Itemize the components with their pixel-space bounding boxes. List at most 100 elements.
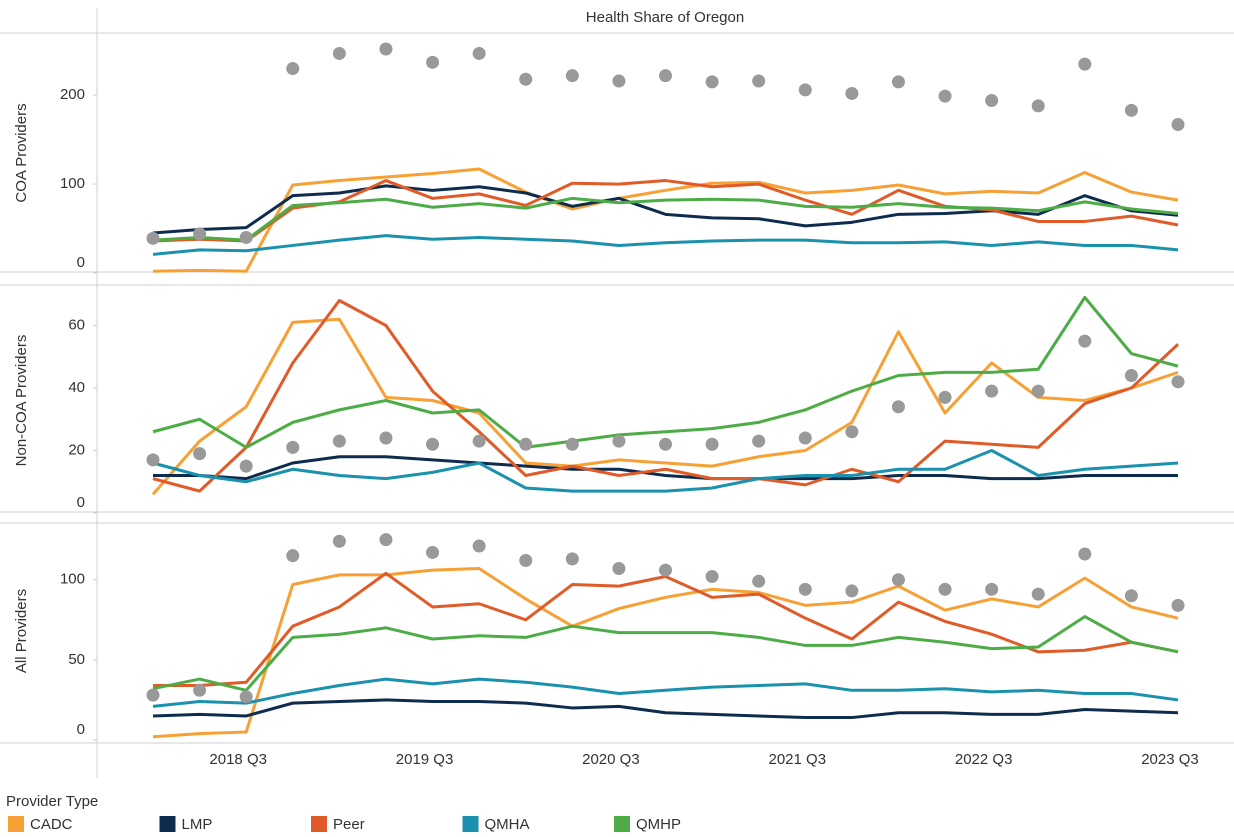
series-line: [153, 571, 1179, 687]
series-line: [152, 196, 1179, 242]
marker-dot: [332, 46, 346, 60]
marker-dot: [286, 440, 300, 454]
series-line: [152, 184, 1179, 235]
marker-dot: [938, 390, 952, 404]
marker-dot: [1124, 103, 1138, 117]
x-tick-label: 2020 Q3: [582, 751, 640, 768]
series-line: [152, 615, 1179, 692]
marker-dot: [519, 72, 533, 86]
marker-dot: [1078, 547, 1092, 561]
legend-label: QMHP: [636, 816, 681, 833]
marker-dot: [798, 83, 812, 97]
marker-dot: [146, 688, 160, 702]
marker-dot: [752, 74, 766, 88]
marker-dot: [1031, 384, 1045, 398]
marker-dot: [379, 42, 393, 56]
legend-title: Provider Type: [6, 793, 98, 810]
legend-swatch: [311, 816, 327, 832]
marker-dot: [798, 431, 812, 445]
legend-label: QMHA: [485, 816, 530, 833]
marker-dot: [891, 400, 905, 414]
marker-dot: [332, 434, 346, 448]
y-tick-label: 0: [77, 254, 85, 271]
marker-dot: [612, 561, 626, 575]
marker-dot: [1171, 118, 1185, 132]
marker-dot: [985, 582, 999, 596]
marker-dot: [1171, 375, 1185, 389]
marker-dot: [239, 230, 253, 244]
marker-dot: [1124, 589, 1138, 603]
y-tick-label: 100: [60, 571, 85, 588]
marker-dot: [426, 55, 440, 69]
marker-dot: [1078, 57, 1092, 71]
x-tick-label: 2022 Q3: [955, 751, 1013, 768]
marker-dot: [379, 533, 393, 547]
legend-swatch: [614, 816, 630, 832]
legend-label: Peer: [333, 816, 365, 833]
marker-dot: [659, 437, 672, 451]
marker-dot: [891, 75, 905, 89]
marker-dot: [752, 434, 766, 448]
y-axis-label: Non-COA Providers: [13, 335, 30, 467]
marker-dot: [379, 431, 393, 445]
series-line: [152, 234, 1179, 256]
marker-dot: [891, 573, 905, 587]
marker-dot: [519, 553, 533, 567]
marker-dot: [239, 459, 253, 473]
marker-dot: [193, 447, 207, 461]
marker-dot: [565, 69, 579, 83]
marker-dot: [705, 570, 719, 583]
marker-dot: [193, 683, 207, 697]
marker-dot: [239, 690, 253, 704]
series-line: [152, 677, 1179, 708]
marker-dot: [985, 384, 999, 398]
marker-dot: [472, 539, 486, 553]
y-tick-label: 40: [68, 379, 85, 396]
y-tick-label: 0: [77, 494, 85, 511]
series-line: [153, 455, 1178, 481]
marker-dot: [565, 552, 579, 566]
marker-dot: [612, 434, 626, 448]
x-tick-label: 2019 Q3: [396, 751, 454, 768]
x-tick-label: 2021 Q3: [768, 751, 826, 768]
marker-dot: [146, 231, 160, 245]
marker-dot: [705, 437, 719, 451]
marker-dot: [705, 75, 719, 89]
y-tick-label: 0: [77, 721, 85, 738]
y-tick-label: 100: [60, 175, 85, 192]
series-line: [152, 566, 1179, 739]
marker-dot: [938, 582, 952, 596]
y-axis-label: COA Providers: [13, 103, 30, 202]
marker-dot: [1031, 587, 1045, 601]
marker-dot: [519, 437, 533, 451]
legend-label: LMP: [182, 816, 213, 833]
marker-dot: [472, 434, 486, 448]
y-tick-label: 20: [68, 441, 85, 458]
series-line: [152, 698, 1179, 720]
legend-swatch: [462, 816, 479, 832]
y-tick-label: 200: [60, 86, 85, 103]
marker-dot: [845, 86, 859, 100]
chart-title: Health Share of Oregon: [586, 9, 744, 26]
marker-dot: [798, 582, 812, 596]
marker-dot: [472, 46, 486, 60]
x-tick-label: 2023 Q3: [1141, 751, 1199, 768]
marker-dot: [332, 534, 346, 548]
marker-dot: [659, 563, 672, 577]
marker-dot: [612, 74, 626, 88]
marker-dot: [659, 69, 672, 83]
series-line: [152, 167, 1179, 273]
legend-swatch: [159, 816, 176, 832]
marker-dot: [426, 437, 440, 451]
marker-dot: [426, 545, 440, 559]
legend-label: CADC: [30, 816, 73, 833]
marker-dot: [1124, 369, 1138, 382]
marker-dot: [845, 584, 859, 598]
marker-dot: [286, 62, 300, 76]
marker-dot: [985, 94, 999, 108]
y-tick-label: 60: [68, 316, 85, 333]
marker-dot: [1171, 598, 1185, 612]
y-axis-label: All Providers: [13, 589, 30, 673]
series-line: [152, 449, 1179, 493]
